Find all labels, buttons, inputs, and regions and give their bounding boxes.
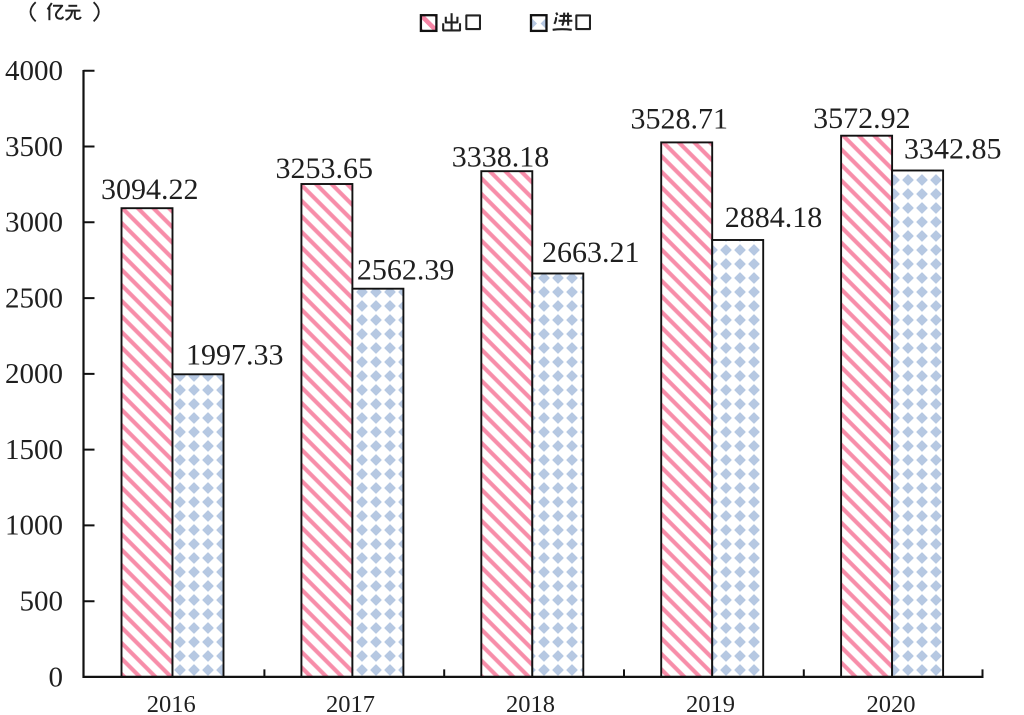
- svg-text:2562.39: 2562.39: [357, 253, 455, 286]
- svg-text:4000: 4000: [5, 55, 63, 87]
- svg-text:2500: 2500: [5, 282, 63, 314]
- svg-text:2020: 2020: [867, 691, 916, 715]
- svg-text:2000: 2000: [5, 358, 63, 390]
- svg-text:2018: 2018: [506, 691, 555, 715]
- svg-text:1500: 1500: [5, 434, 63, 466]
- svg-text:3000: 3000: [5, 207, 63, 239]
- svg-text:0: 0: [49, 661, 64, 693]
- svg-text:1000: 1000: [5, 510, 63, 542]
- svg-text:2663.21: 2663.21: [542, 236, 640, 269]
- svg-text:2884.18: 2884.18: [725, 201, 823, 234]
- svg-text:2017: 2017: [326, 691, 375, 715]
- svg-text:3528.71: 3528.71: [630, 102, 728, 135]
- svg-text:3500: 3500: [5, 131, 63, 163]
- svg-text:3253.65: 3253.65: [275, 152, 373, 185]
- svg-text:2019: 2019: [686, 691, 735, 715]
- svg-text:3338.18: 3338.18: [452, 141, 550, 174]
- svg-text:2016: 2016: [147, 691, 196, 715]
- svg-text:3094.22: 3094.22: [101, 173, 199, 206]
- svg-text:3572.92: 3572.92: [813, 102, 911, 135]
- svg-text:3342.85: 3342.85: [904, 133, 1002, 166]
- svg-text:500: 500: [20, 586, 64, 618]
- svg-text:1997.33: 1997.33: [186, 339, 284, 372]
